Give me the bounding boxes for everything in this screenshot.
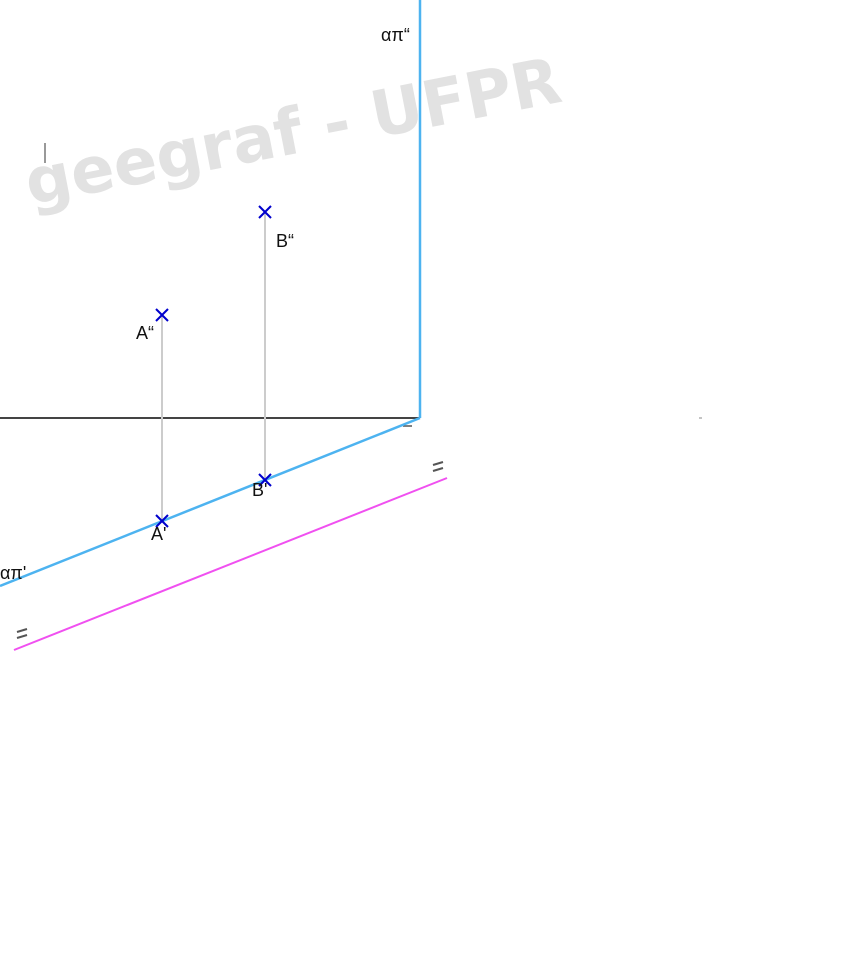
point-a-v-label: A“ (136, 323, 154, 343)
trace-v-label: απ“ (381, 25, 410, 45)
horizontal-trace-line (0, 418, 420, 586)
point-b-h-label: B' (252, 480, 267, 500)
point-b-v-label: B“ (276, 231, 294, 251)
watermark: geegraf - UFPR (19, 44, 567, 220)
parallel-line (14, 478, 447, 650)
point-a-h-label: A' (151, 524, 166, 544)
parallel-mark-lower (17, 629, 27, 638)
parallel-mark-upper (433, 462, 443, 471)
trace-h-label: απ' (0, 563, 26, 583)
